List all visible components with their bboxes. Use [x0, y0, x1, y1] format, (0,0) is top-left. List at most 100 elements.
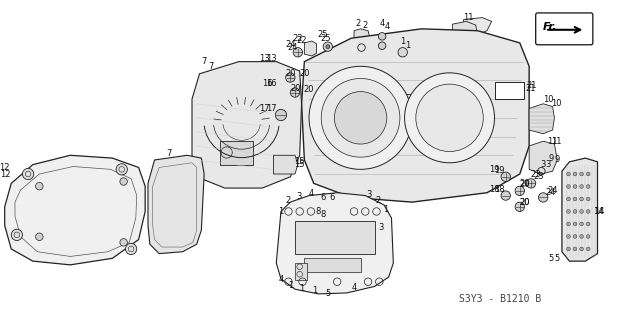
Text: 11: 11: [463, 13, 474, 22]
Text: 16: 16: [266, 79, 277, 88]
Circle shape: [586, 210, 590, 213]
Circle shape: [573, 185, 577, 189]
Circle shape: [586, 222, 590, 226]
Text: 20: 20: [299, 69, 310, 78]
Text: 4: 4: [385, 22, 390, 32]
Circle shape: [116, 164, 127, 175]
Text: 3: 3: [296, 192, 301, 201]
FancyBboxPatch shape: [495, 82, 524, 99]
Polygon shape: [4, 155, 145, 265]
Text: 15: 15: [294, 157, 305, 166]
Circle shape: [334, 92, 387, 144]
Text: 4: 4: [278, 275, 284, 284]
Text: 5: 5: [548, 254, 554, 263]
Text: 12: 12: [1, 169, 11, 179]
Polygon shape: [328, 199, 360, 227]
Text: 23: 23: [531, 169, 541, 179]
Text: 9: 9: [555, 155, 560, 165]
Text: 2: 2: [286, 196, 291, 205]
Text: 4: 4: [308, 189, 314, 198]
Circle shape: [12, 229, 22, 241]
Text: S3Y3 - B1210 B: S3Y3 - B1210 B: [459, 293, 541, 304]
Polygon shape: [305, 41, 317, 56]
Text: 7: 7: [166, 149, 172, 158]
Text: 9: 9: [548, 153, 554, 163]
Circle shape: [580, 197, 584, 201]
Polygon shape: [276, 87, 292, 104]
Text: 17: 17: [259, 104, 269, 113]
Circle shape: [586, 197, 590, 201]
Text: 3: 3: [541, 160, 546, 169]
Text: 1: 1: [312, 286, 317, 295]
Text: 5: 5: [325, 289, 330, 298]
Circle shape: [566, 197, 570, 201]
Circle shape: [321, 78, 400, 157]
Text: 20: 20: [304, 85, 314, 94]
Circle shape: [323, 42, 332, 51]
Circle shape: [515, 186, 524, 196]
Text: 22: 22: [296, 36, 307, 45]
Text: 11: 11: [547, 137, 558, 146]
Text: 24: 24: [285, 40, 296, 49]
Circle shape: [120, 239, 127, 246]
Circle shape: [573, 210, 577, 213]
Circle shape: [566, 172, 570, 176]
Text: 2: 2: [363, 21, 368, 30]
Polygon shape: [192, 62, 301, 188]
Circle shape: [586, 247, 590, 251]
Circle shape: [36, 182, 43, 190]
Polygon shape: [463, 18, 492, 34]
Circle shape: [501, 172, 511, 182]
Text: 14: 14: [593, 207, 604, 216]
Text: 2: 2: [355, 19, 360, 28]
Circle shape: [573, 222, 577, 226]
Polygon shape: [273, 155, 298, 174]
Text: 18: 18: [494, 185, 504, 195]
Circle shape: [378, 33, 386, 40]
Circle shape: [573, 197, 577, 201]
Polygon shape: [452, 21, 477, 42]
Text: 20: 20: [519, 197, 530, 207]
Text: 11: 11: [551, 137, 561, 146]
Text: 5: 5: [555, 254, 560, 263]
Circle shape: [416, 84, 483, 152]
Text: 11: 11: [639, 17, 640, 26]
Circle shape: [515, 202, 524, 211]
Circle shape: [580, 185, 584, 189]
Text: 1: 1: [288, 281, 293, 290]
Circle shape: [526, 179, 536, 188]
Text: 20: 20: [291, 84, 301, 93]
Circle shape: [275, 109, 287, 121]
Polygon shape: [148, 155, 204, 254]
Polygon shape: [562, 158, 598, 261]
Circle shape: [573, 247, 577, 251]
Circle shape: [120, 178, 127, 185]
Circle shape: [586, 172, 590, 176]
Circle shape: [22, 168, 34, 180]
Polygon shape: [403, 94, 440, 118]
Text: 4: 4: [351, 283, 356, 292]
Circle shape: [36, 233, 43, 241]
Text: 13: 13: [259, 54, 269, 63]
Text: 1: 1: [400, 37, 405, 47]
Text: 1: 1: [299, 284, 304, 293]
Text: 1: 1: [404, 41, 410, 50]
Text: 7: 7: [202, 57, 207, 66]
Circle shape: [309, 66, 412, 169]
Text: 8: 8: [316, 207, 321, 216]
Text: 17: 17: [266, 104, 277, 113]
Circle shape: [566, 247, 570, 251]
Circle shape: [580, 210, 584, 213]
Circle shape: [293, 48, 303, 57]
Circle shape: [580, 222, 584, 226]
Circle shape: [573, 234, 577, 238]
Polygon shape: [529, 141, 557, 174]
Polygon shape: [295, 221, 374, 254]
Text: 22: 22: [292, 34, 303, 43]
Text: 20: 20: [285, 69, 296, 78]
Circle shape: [538, 193, 548, 202]
FancyBboxPatch shape: [536, 13, 593, 45]
Text: 10: 10: [543, 95, 553, 104]
Text: 21: 21: [527, 80, 537, 90]
Text: 25: 25: [317, 30, 328, 39]
